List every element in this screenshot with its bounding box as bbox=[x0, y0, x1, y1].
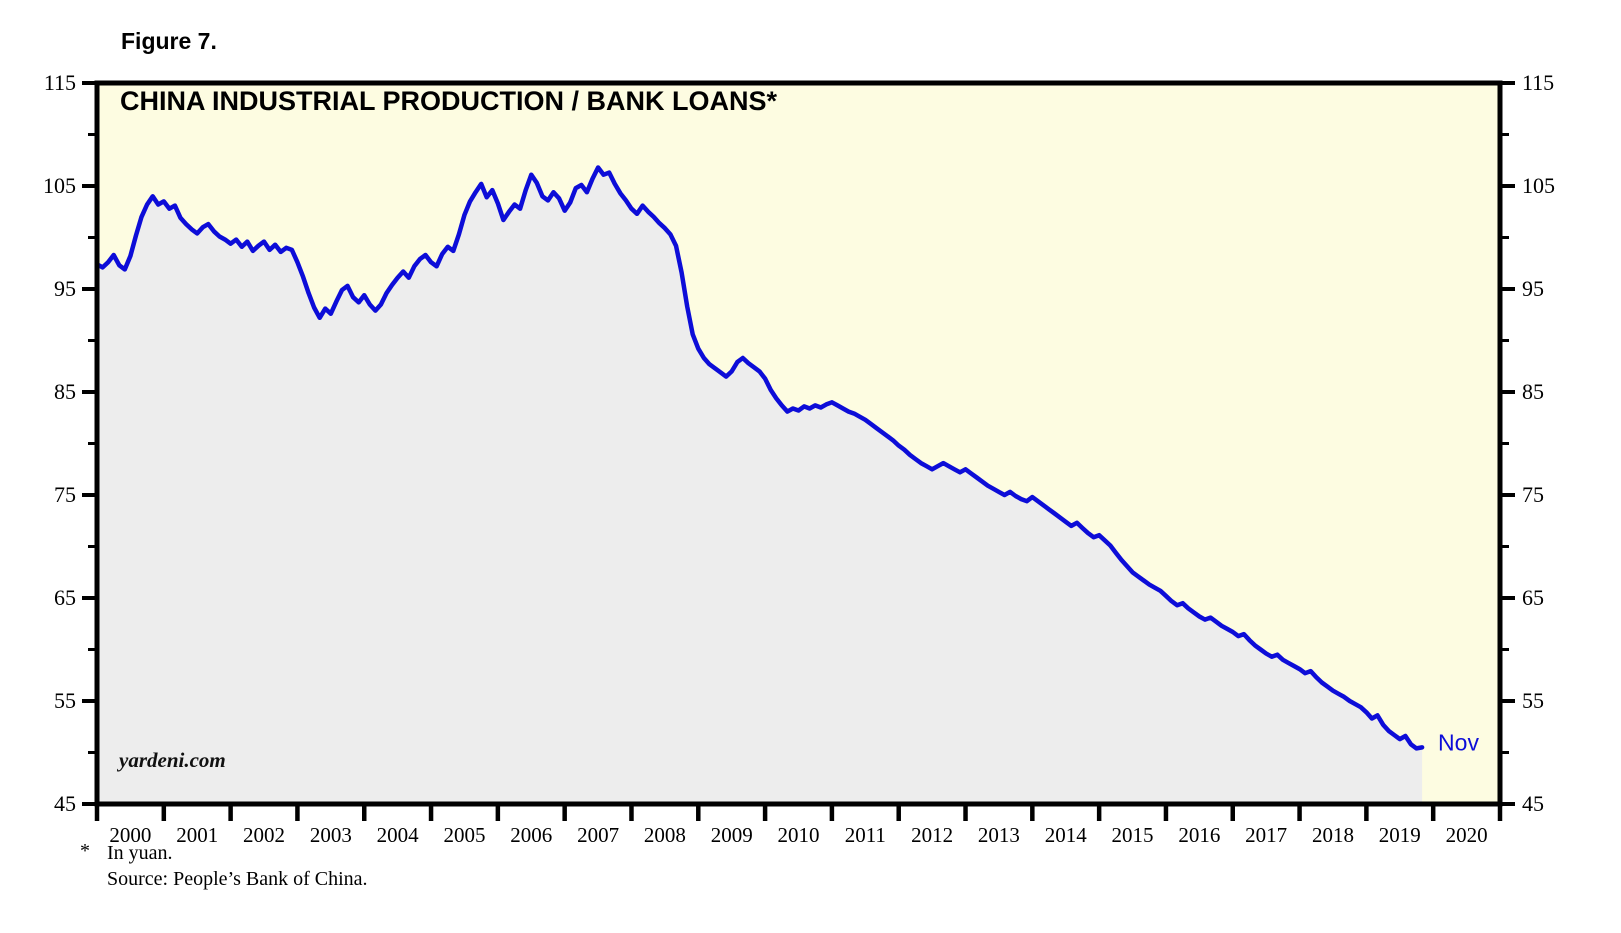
y-axis-label-right: 55 bbox=[1522, 688, 1544, 713]
y-axis-label-left: 45 bbox=[54, 791, 76, 816]
x-axis-year-label: 2010 bbox=[778, 823, 820, 847]
y-axis-label-right: 95 bbox=[1522, 276, 1544, 301]
y-axis-label-left: 75 bbox=[54, 482, 76, 507]
x-axis-year-label: 2002 bbox=[243, 823, 285, 847]
y-axis-label-right: 85 bbox=[1522, 379, 1544, 404]
footnote-marker: * bbox=[80, 840, 90, 862]
footnote-line-1: In yuan. bbox=[107, 842, 173, 864]
x-axis-year-label: 2011 bbox=[845, 823, 886, 847]
x-axis-year-label: 2006 bbox=[510, 823, 552, 847]
y-axis-label-right: 65 bbox=[1522, 585, 1544, 610]
x-axis-year-label: 2017 bbox=[1245, 823, 1287, 847]
x-axis-year-label: 2000 bbox=[109, 823, 151, 847]
x-axis-year-label: 2004 bbox=[377, 823, 420, 847]
y-axis-label-right: 105 bbox=[1522, 173, 1555, 198]
y-axis-label-left: 105 bbox=[43, 173, 76, 198]
y-axis-label-right: 75 bbox=[1522, 482, 1544, 507]
x-axis-year-label: 2007 bbox=[577, 823, 619, 847]
y-axis-label-left: 85 bbox=[54, 379, 76, 404]
y-axis-label-left: 115 bbox=[44, 70, 76, 95]
footnote-line-2: Source: People’s Bank of China. bbox=[107, 868, 368, 890]
data-line bbox=[94, 165, 1425, 751]
end-label-nov: Nov bbox=[1438, 729, 1479, 755]
x-axis-year-label: 2016 bbox=[1178, 823, 1220, 847]
x-axis-year-label: 2013 bbox=[978, 823, 1020, 847]
footnote: * In yuan. Source: People’s Bank of Chin… bbox=[80, 840, 368, 892]
x-axis-year-label: 2001 bbox=[176, 823, 218, 847]
x-axis-year-label: 2003 bbox=[310, 823, 352, 847]
x-axis-year-label: 2015 bbox=[1112, 823, 1154, 847]
watermark: yardeni.com bbox=[119, 748, 226, 772]
plot-frame bbox=[94, 80, 1503, 807]
area-fill bbox=[97, 167, 1423, 804]
x-axis-year-label: 2005 bbox=[443, 823, 485, 847]
y-axis-label-left: 95 bbox=[54, 276, 76, 301]
chart-title: CHINA INDUSTRIAL PRODUCTION / BANK LOANS… bbox=[120, 86, 778, 116]
x-axis-year-label: 2020 bbox=[1446, 823, 1488, 847]
x-axis-year-label: 2014 bbox=[1045, 823, 1088, 847]
x-axis-year-label: 2008 bbox=[644, 823, 686, 847]
x-axis-year-label: 2018 bbox=[1312, 823, 1354, 847]
x-axis-year-label: 2019 bbox=[1379, 823, 1421, 847]
y-axis-label-left: 65 bbox=[54, 585, 76, 610]
y-axis-label-right: 45 bbox=[1522, 791, 1544, 816]
x-axis-year-label: 2009 bbox=[711, 823, 753, 847]
y-axis-label-left: 55 bbox=[54, 688, 76, 713]
figure-label: Figure 7. bbox=[121, 28, 217, 54]
x-axis-year-label: 2012 bbox=[911, 823, 953, 847]
y-axis-label-right: 115 bbox=[1522, 70, 1554, 95]
